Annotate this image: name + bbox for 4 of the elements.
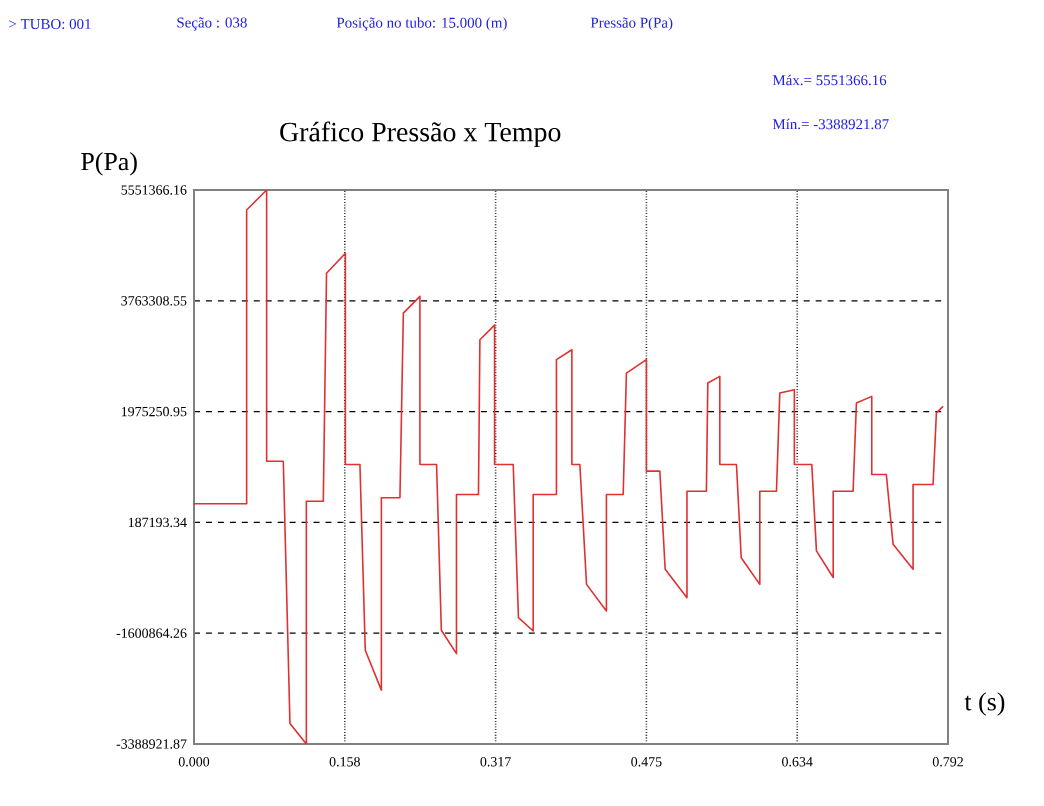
chart-title: Gráfico Pressão x Tempo [280,121,561,148]
y-axis-title: P(Pa) [81,152,137,176]
x-axis-title: t (s) [964,692,1005,716]
line-series [194,190,944,744]
